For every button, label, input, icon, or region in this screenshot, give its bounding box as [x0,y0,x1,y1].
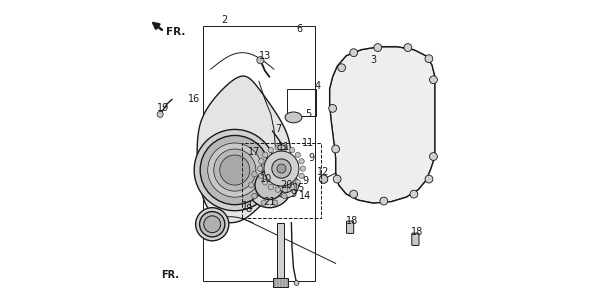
Text: 7: 7 [276,124,281,135]
FancyBboxPatch shape [346,221,353,234]
Text: 5: 5 [306,109,312,119]
Text: 10: 10 [260,174,273,184]
Circle shape [430,153,437,160]
Circle shape [261,165,267,170]
Text: 9: 9 [290,189,297,199]
Circle shape [248,182,254,188]
Text: 11: 11 [278,142,291,153]
Text: 8: 8 [245,204,251,214]
Circle shape [319,175,328,183]
Bar [203,26,314,281]
Text: 16: 16 [188,94,200,104]
Circle shape [196,208,229,241]
Text: 13: 13 [259,51,271,61]
Circle shape [268,147,274,153]
Circle shape [157,111,163,117]
Circle shape [430,76,437,84]
Circle shape [299,173,304,178]
Circle shape [425,55,433,63]
Text: 12: 12 [317,166,330,177]
Text: 2: 2 [221,14,227,25]
Polygon shape [197,76,290,223]
Circle shape [263,152,268,157]
Circle shape [294,281,299,285]
Circle shape [275,145,280,150]
Circle shape [200,135,270,205]
Circle shape [277,164,286,173]
Circle shape [258,159,264,164]
Circle shape [273,200,278,205]
Text: 21: 21 [263,197,276,207]
Circle shape [261,200,267,205]
Circle shape [337,64,346,72]
Circle shape [255,171,284,200]
Text: 14: 14 [299,191,312,201]
Circle shape [273,172,299,198]
Circle shape [425,175,433,183]
Text: 20: 20 [280,180,292,190]
Circle shape [300,166,306,171]
Circle shape [194,129,276,211]
Circle shape [199,212,225,237]
Text: 18: 18 [346,216,358,226]
Text: 3: 3 [370,55,376,65]
Ellipse shape [278,145,285,150]
Text: 9: 9 [303,175,309,186]
Circle shape [329,104,336,112]
Circle shape [350,49,358,57]
Bar [273,278,289,287]
Circle shape [278,178,293,193]
Circle shape [204,216,221,233]
Circle shape [281,172,287,177]
Circle shape [219,155,250,185]
Circle shape [290,147,295,153]
Circle shape [299,159,304,164]
Circle shape [208,143,262,197]
Text: 4: 4 [314,81,320,91]
Text: 11: 11 [242,201,254,211]
Circle shape [252,172,257,177]
Circle shape [380,197,388,205]
Circle shape [272,159,291,178]
Ellipse shape [285,112,302,123]
Circle shape [247,163,292,208]
Text: 6: 6 [296,23,303,34]
Text: FR.: FR. [161,270,179,281]
Circle shape [350,190,358,198]
Circle shape [285,182,291,188]
Circle shape [257,57,264,64]
Text: FR.: FR. [166,26,185,37]
Circle shape [290,184,295,190]
Text: 15: 15 [293,183,306,193]
Bar [242,143,320,218]
Text: 9: 9 [309,153,314,163]
Circle shape [295,152,300,157]
Circle shape [410,190,418,198]
Circle shape [333,175,341,183]
Text: 18: 18 [411,227,423,237]
Circle shape [295,180,300,185]
FancyBboxPatch shape [412,233,419,246]
Text: 11: 11 [303,138,314,148]
Circle shape [283,187,288,192]
Circle shape [275,187,280,192]
Bar [287,89,316,116]
Circle shape [404,44,412,51]
Bar [277,223,284,280]
Polygon shape [330,47,435,203]
Circle shape [258,173,264,178]
Text: 17: 17 [248,147,261,157]
Circle shape [374,44,382,51]
Circle shape [268,184,274,190]
Circle shape [281,193,287,199]
Circle shape [273,165,278,170]
Text: 19: 19 [158,103,169,113]
Circle shape [332,145,340,153]
Circle shape [252,193,257,199]
Circle shape [257,166,263,171]
Circle shape [263,180,268,185]
Circle shape [214,149,256,191]
Circle shape [264,151,299,186]
Circle shape [283,145,288,150]
